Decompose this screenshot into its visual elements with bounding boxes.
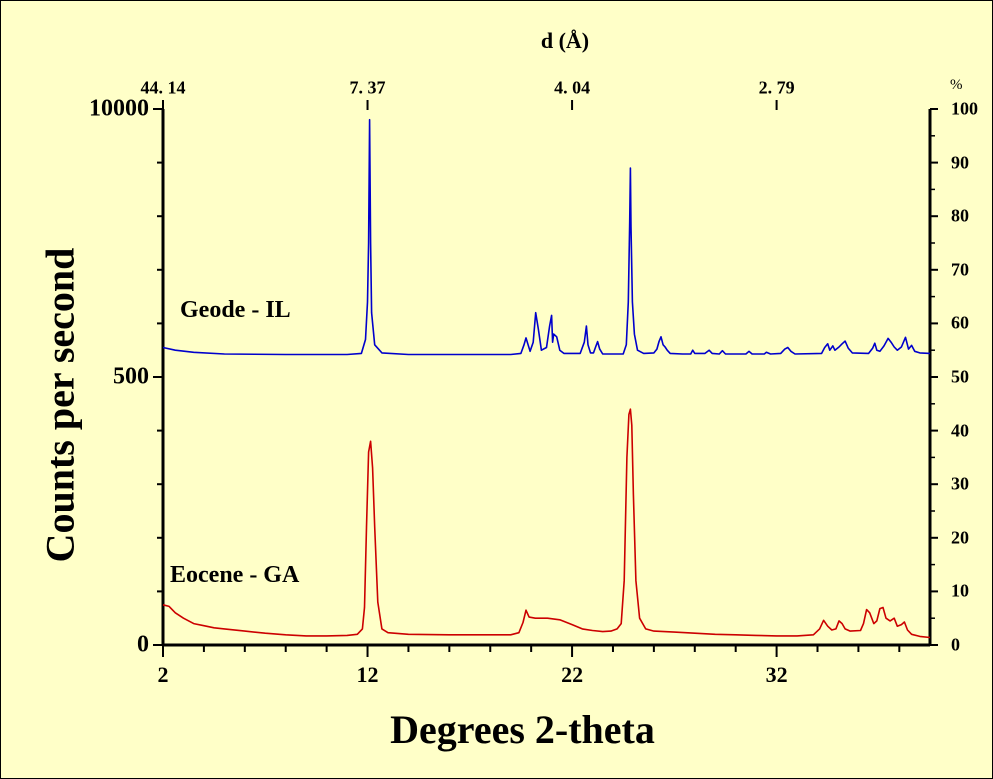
top-tick-label: 44. 14 — [140, 77, 186, 98]
x-tick-label: 32 — [765, 662, 788, 687]
x-tick-label: 12 — [356, 662, 379, 687]
series-line-eocene-ga — [162, 408, 931, 639]
y-axis-title: Counts per second — [37, 247, 83, 563]
right-tick-label: 50 — [951, 366, 969, 387]
right-tick-label: 80 — [951, 205, 969, 226]
right-tick-label: 10 — [951, 580, 969, 601]
top-tick-label: 2. 79 — [758, 77, 795, 98]
series-line-geode-il — [162, 118, 931, 356]
y-tick-label: 10000 — [89, 95, 149, 122]
top-tick-label: 4. 04 — [554, 77, 591, 98]
x-axis-title: Degrees 2-theta — [390, 707, 655, 752]
right-tick-label: 20 — [951, 527, 969, 548]
right-tick-label: 0 — [951, 634, 960, 655]
right-tick-label: 100 — [951, 98, 978, 119]
x-tick-label: 22 — [561, 662, 584, 687]
top-axis-title: d (Å) — [540, 28, 590, 53]
y-tick-label: 0 — [137, 631, 149, 658]
series-label-geode: Geode - IL — [180, 297, 291, 323]
right-tick-label: 90 — [951, 152, 969, 173]
right-tick-label: 70 — [951, 259, 969, 280]
right-tick-label: 60 — [951, 312, 969, 333]
series-label-eocene: Eocene - GA — [170, 562, 300, 588]
y-tick-label: 500 — [113, 363, 149, 390]
right-axis-unit: % — [950, 77, 963, 93]
right-tick-label: 40 — [951, 420, 969, 441]
top-tick-label: 7. 37 — [349, 77, 386, 98]
x-tick-label: 2 — [157, 662, 169, 687]
right-tick-label: 30 — [951, 473, 969, 494]
